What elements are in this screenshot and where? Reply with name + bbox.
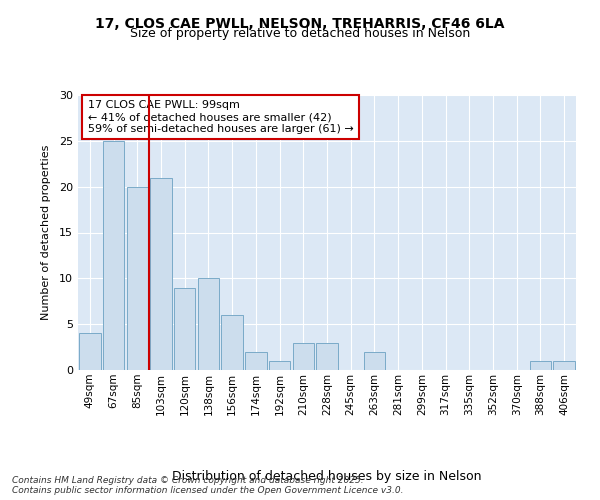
Bar — [293, 342, 314, 370]
X-axis label: Distribution of detached houses by size in Nelson: Distribution of detached houses by size … — [172, 470, 482, 484]
Bar — [530, 361, 551, 370]
Bar — [174, 288, 196, 370]
Bar — [245, 352, 266, 370]
Text: Size of property relative to detached houses in Nelson: Size of property relative to detached ho… — [130, 28, 470, 40]
Bar — [79, 334, 101, 370]
Bar — [553, 361, 575, 370]
Bar — [269, 361, 290, 370]
Bar — [198, 278, 219, 370]
Text: 17 CLOS CAE PWLL: 99sqm
← 41% of detached houses are smaller (42)
59% of semi-de: 17 CLOS CAE PWLL: 99sqm ← 41% of detache… — [88, 100, 354, 134]
Text: Contains HM Land Registry data © Crown copyright and database right 2025.
Contai: Contains HM Land Registry data © Crown c… — [12, 476, 404, 495]
Bar — [364, 352, 385, 370]
Bar — [103, 141, 124, 370]
Bar — [151, 178, 172, 370]
Text: 17, CLOS CAE PWLL, NELSON, TREHARRIS, CF46 6LA: 17, CLOS CAE PWLL, NELSON, TREHARRIS, CF… — [95, 18, 505, 32]
Bar — [316, 342, 338, 370]
Bar — [127, 186, 148, 370]
Bar — [221, 315, 243, 370]
Y-axis label: Number of detached properties: Number of detached properties — [41, 145, 50, 320]
